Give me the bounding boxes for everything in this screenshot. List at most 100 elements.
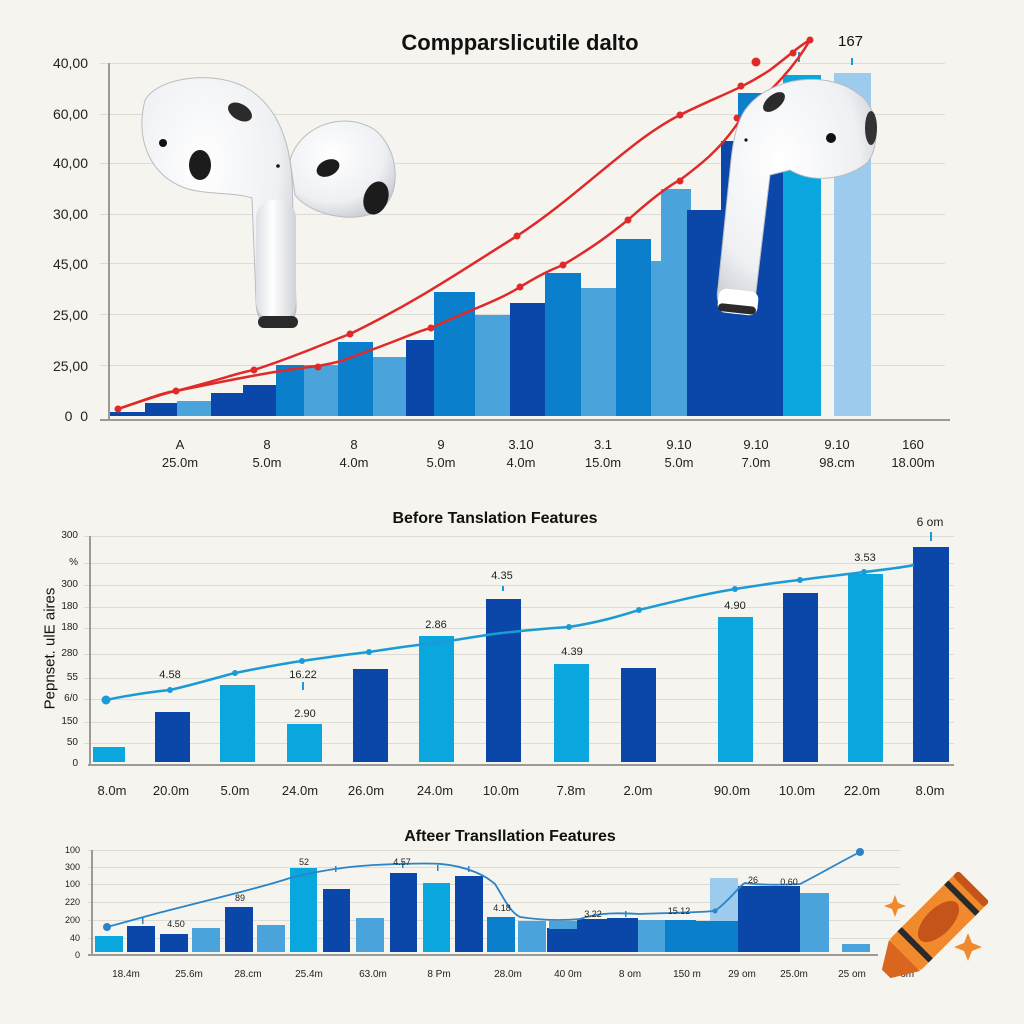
x-label: 24.0m — [281, 783, 319, 798]
y-tick: 220 — [64, 897, 80, 907]
bar — [710, 878, 738, 921]
chart-1-annotation: 167 — [838, 33, 864, 50]
bar — [220, 685, 255, 762]
chart-2-title: Before Tanslation Features — [392, 510, 598, 527]
y-tick: 0 0 — [64, 408, 88, 424]
x-label: 8 om — [618, 969, 642, 980]
bar — [356, 918, 384, 952]
bar — [848, 574, 883, 762]
y-tick: 180 — [61, 622, 78, 633]
x-label-top: 9.10 — [743, 437, 769, 452]
x-label: 22.0m — [843, 783, 881, 798]
y-tick: 100 — [64, 845, 80, 855]
bar — [287, 724, 322, 762]
x-label: 18.4m — [112, 969, 140, 980]
x-label-top: 160 — [902, 437, 924, 452]
y-tick: 0 — [72, 758, 78, 769]
bar — [127, 926, 155, 952]
y-tick: 30,00 — [52, 206, 88, 222]
bar — [510, 303, 545, 416]
bar — [487, 917, 515, 952]
bar — [518, 921, 546, 952]
x-label: 10.0m — [778, 783, 816, 798]
bar — [290, 868, 317, 952]
y-tick: 50 — [66, 737, 78, 748]
bar — [545, 273, 581, 416]
x-label: 10.0m — [482, 783, 520, 798]
x-label: 28.cm — [234, 969, 262, 980]
x-label: 24.0m — [416, 783, 454, 798]
y-tick: 300 — [64, 862, 80, 872]
x-label: 26.0m — [347, 783, 385, 798]
bar-label: 0.60 — [780, 877, 798, 887]
x-label-top: 9 — [437, 437, 445, 452]
x-label: 25 om — [838, 969, 866, 980]
bar — [225, 907, 253, 952]
bar-label: 4.35 — [491, 570, 513, 582]
bar — [257, 925, 285, 952]
bar — [621, 668, 656, 762]
x-label: 29 om — [728, 969, 756, 980]
y-tick: 25,00 — [52, 358, 88, 374]
bar-label: 26 — [747, 875, 758, 885]
bar — [554, 664, 589, 762]
y-tick: 40 — [69, 933, 80, 943]
x-label: 28.0m — [494, 969, 522, 980]
x-label: 40 0m — [554, 969, 582, 980]
bar-label: 2.86 — [425, 619, 447, 631]
bar — [607, 918, 638, 952]
y-tick: % — [69, 557, 78, 568]
y-tick: 0 — [74, 950, 80, 960]
bar — [486, 599, 521, 762]
x-label-bottom: 7.0m — [741, 454, 771, 470]
bar — [192, 928, 220, 952]
bar — [390, 873, 417, 952]
bar-label: 15.12 — [667, 906, 691, 916]
x-label-bottom: 4.0m — [339, 454, 369, 470]
bar — [842, 944, 870, 952]
bar — [304, 365, 338, 416]
bar-label: 4.50 — [167, 919, 185, 929]
bar — [549, 921, 577, 929]
bar-label: 89 — [234, 893, 245, 903]
y-tick: 300 — [61, 530, 78, 541]
y-tick: 60,00 — [52, 106, 88, 122]
bar — [145, 403, 177, 416]
y-tick: 200 — [64, 915, 80, 925]
bar-label: 2.90 — [294, 708, 316, 720]
x-label: 25.6m — [175, 969, 203, 980]
x-label: 20.0m — [152, 783, 190, 798]
x-label-top: 9.10 — [666, 437, 692, 452]
bar-label: 4.18 — [493, 903, 511, 913]
bar — [211, 393, 243, 416]
y-tick: 40,00 — [52, 55, 88, 71]
bar — [419, 636, 454, 762]
y-tick: 55 — [66, 672, 78, 683]
y-tick: 40,00 — [52, 155, 88, 171]
x-label: 8 Pm — [427, 969, 451, 980]
x-label: 2.0m — [623, 783, 653, 798]
bar — [913, 547, 949, 762]
bar-label: 4.90 — [724, 600, 746, 612]
y-tick: 180 — [61, 601, 78, 612]
bar — [577, 919, 607, 952]
bar — [651, 261, 661, 416]
bar — [373, 357, 406, 416]
bar — [160, 934, 188, 952]
x-label-bottom: 4.0m — [506, 454, 536, 470]
bar — [95, 936, 123, 952]
chart-3-title: Afteer Transllation Features — [404, 828, 616, 845]
x-label-bottom: 15.0m — [584, 454, 622, 470]
x-label: 5.0m — [220, 783, 250, 798]
bar — [93, 747, 125, 762]
x-label-top: 3.10 — [508, 437, 534, 452]
x-label-bottom: 5.0m — [664, 454, 694, 470]
x-label-bottom: 5.0m — [252, 454, 282, 470]
bar-label: 4.57 — [393, 857, 411, 867]
